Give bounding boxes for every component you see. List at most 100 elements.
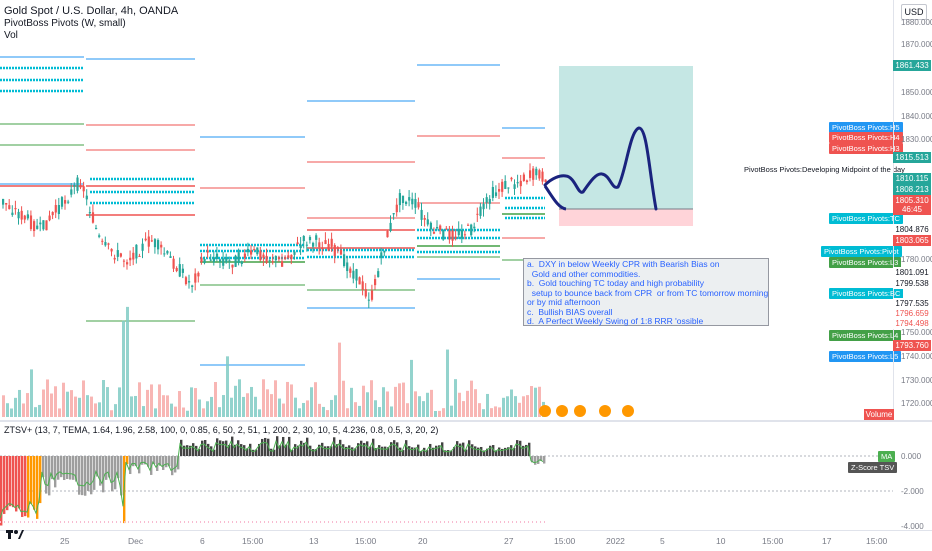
candle-body bbox=[237, 252, 240, 264]
event-flag-icon[interactable] bbox=[599, 405, 611, 417]
zscore-bar bbox=[45, 456, 48, 494]
time-tick: 25 bbox=[60, 536, 70, 546]
volume-bar bbox=[530, 386, 533, 417]
zscore-bar bbox=[453, 446, 456, 456]
indicator-legend-vol[interactable]: Vol bbox=[4, 30, 18, 41]
candle-body bbox=[454, 236, 457, 239]
candle-body bbox=[302, 235, 305, 242]
forecast-path-drawing[interactable] bbox=[543, 126, 658, 211]
zscore-bar bbox=[15, 456, 18, 512]
position-risk-zone[interactable] bbox=[559, 209, 693, 226]
zscore-bar bbox=[522, 445, 525, 456]
candle-body bbox=[498, 189, 501, 192]
candle-body bbox=[308, 236, 312, 241]
time-tick: 20 bbox=[418, 536, 428, 546]
volume-bar bbox=[90, 396, 93, 417]
zscore-bar bbox=[447, 450, 450, 456]
annotation-line: or by mid afternoon bbox=[527, 297, 601, 307]
osc-tick: 0.000 bbox=[901, 452, 922, 461]
candle-body bbox=[175, 268, 178, 272]
oscillator-title[interactable]: ZTSV+ (13, 7, TEMA, 1.64, 1.96, 2.58, 10… bbox=[4, 425, 439, 435]
pivot-lines bbox=[0, 56, 545, 366]
event-flag-icon[interactable] bbox=[622, 405, 634, 417]
candle-body bbox=[324, 240, 327, 245]
candle-body bbox=[132, 252, 135, 260]
symbol-title[interactable]: Gold Spot / U.S. Dollar, 4h, OANDA bbox=[4, 5, 179, 17]
candle-body bbox=[250, 250, 253, 255]
zscore-bar bbox=[21, 456, 24, 517]
volume-bar bbox=[318, 403, 321, 417]
event-flag-icon[interactable] bbox=[556, 405, 568, 417]
candle-body bbox=[191, 285, 194, 287]
zscore-bar bbox=[360, 440, 363, 456]
candle-body bbox=[76, 177, 79, 191]
candle-body bbox=[253, 249, 256, 251]
time-tick: 15:00 bbox=[355, 536, 377, 546]
event-flag-icon[interactable] bbox=[539, 405, 551, 417]
price-tick: 1740.000 bbox=[901, 352, 932, 361]
zscore-bar bbox=[156, 456, 159, 471]
volume-bar bbox=[98, 402, 101, 417]
oscillator-pane[interactable] bbox=[0, 422, 893, 530]
zscore-bar bbox=[261, 438, 264, 456]
zscore-bar bbox=[246, 448, 249, 456]
zscore-bar bbox=[99, 456, 102, 486]
zscore-bar bbox=[219, 440, 222, 456]
candle-body bbox=[367, 299, 370, 301]
candle-body bbox=[488, 198, 491, 204]
zscore-bar bbox=[330, 446, 333, 456]
candle-body bbox=[485, 197, 488, 203]
candle-body bbox=[95, 227, 98, 229]
price-badge: 1808.213 bbox=[893, 184, 931, 195]
pivot-label-pivot: PivotBoss Pivots:Pivot bbox=[821, 246, 902, 257]
candle-body bbox=[392, 213, 395, 215]
zscore-bar bbox=[282, 436, 285, 456]
position-reward-zone[interactable] bbox=[559, 66, 693, 209]
zscore-bar bbox=[234, 444, 237, 456]
price-badge: 1803.065 bbox=[893, 235, 931, 246]
volume-bar bbox=[338, 342, 341, 417]
candle-body bbox=[48, 215, 51, 221]
candle-body bbox=[401, 195, 405, 204]
volume-bar bbox=[134, 395, 137, 417]
zscore-bar bbox=[483, 450, 486, 456]
candle-body bbox=[293, 251, 296, 255]
price-badge: 1861.433 bbox=[893, 60, 931, 71]
candle-body bbox=[473, 226, 476, 229]
candle-body bbox=[135, 244, 138, 259]
price-chart-pane[interactable] bbox=[0, 0, 893, 420]
price-badge: 1793.760 bbox=[893, 340, 931, 351]
candle-body bbox=[507, 187, 510, 189]
candle-body bbox=[234, 255, 237, 267]
volume-bar bbox=[10, 408, 13, 417]
zscore-bar bbox=[0, 456, 3, 526]
price-badge: 1796.659 bbox=[893, 308, 931, 319]
candle-body bbox=[544, 179, 547, 183]
annotation-textbox[interactable]: a. DXY in below Weekly CPR with Bearish … bbox=[523, 258, 769, 326]
pane-divider[interactable] bbox=[0, 420, 932, 422]
candle-body bbox=[333, 245, 336, 256]
zscore-bar bbox=[303, 442, 306, 456]
volume-bar bbox=[162, 395, 165, 417]
zscore-bar bbox=[414, 447, 417, 456]
zscore-bar bbox=[354, 448, 357, 456]
indicator-legend-pivots[interactable]: PivotBoss Pivots (W, small) bbox=[4, 18, 126, 29]
annotation-line: setup to bounce back from CPR or from TC… bbox=[527, 287, 769, 298]
volume-bar bbox=[418, 396, 421, 417]
volume-bar bbox=[142, 406, 145, 417]
zscore-bar bbox=[312, 449, 315, 456]
zscore-bar bbox=[192, 443, 195, 456]
volume-bar bbox=[526, 395, 529, 417]
currency-button[interactable]: USD bbox=[901, 4, 927, 20]
zscore-bar bbox=[468, 440, 471, 456]
candle-body bbox=[129, 257, 132, 261]
volume-bar bbox=[394, 386, 397, 417]
zscore-bar bbox=[477, 447, 480, 456]
zscore-bar bbox=[162, 456, 165, 470]
candle-body bbox=[141, 243, 144, 251]
event-flag-icon[interactable] bbox=[574, 405, 586, 417]
candle-body bbox=[184, 277, 188, 285]
zscore-bar bbox=[324, 446, 327, 456]
time-axis[interactable] bbox=[0, 530, 932, 551]
